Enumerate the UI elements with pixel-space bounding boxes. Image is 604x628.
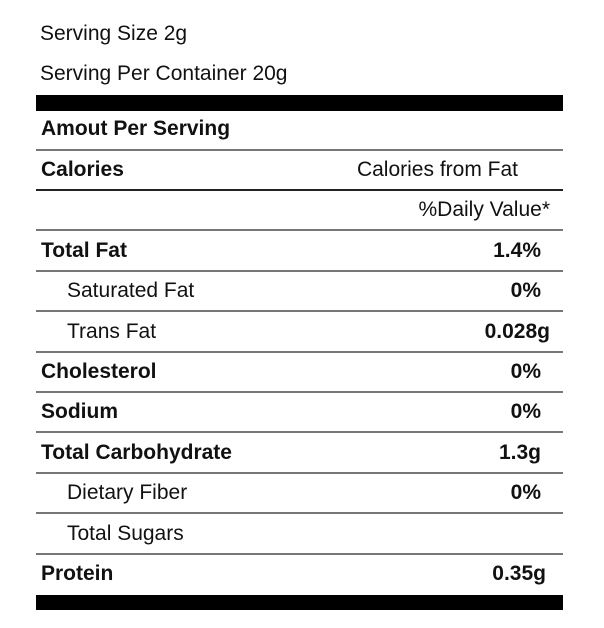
- nutrient-name: Total Sugars: [67, 522, 184, 545]
- nutrient-row-protein: Protein 0.35g: [36, 555, 563, 595]
- bottom-thick-divider: [36, 595, 563, 610]
- nutrient-value: 0%: [510, 481, 541, 504]
- nutrient-name: Protein: [41, 562, 114, 585]
- nutrient-name: Sodium: [41, 400, 118, 423]
- serving-size: Serving Size 2g: [40, 22, 188, 45]
- nutrient-value: 1.4%: [493, 239, 541, 262]
- nutrient-value: 1.3g: [498, 441, 541, 464]
- nutrient-name: Cholesterol: [41, 360, 157, 383]
- nutrient-row-total-sugars: Total Sugars: [36, 515, 563, 555]
- nutrient-row-saturated-fat: Saturated Fat 0%: [36, 272, 563, 312]
- nutrient-value: 0.028g: [484, 320, 550, 343]
- nutrient-name: Saturated Fat: [67, 279, 195, 302]
- daily-value-label: %Daily Value*: [418, 198, 550, 221]
- nutrient-name: Dietary Fiber: [67, 481, 188, 504]
- nutrient-row-sodium: Sodium 0%: [36, 393, 563, 433]
- calories-from-fat-label: Calories from Fat: [356, 158, 518, 181]
- nutrient-name: Trans Fat: [67, 320, 157, 343]
- nutrient-value: 0%: [510, 400, 541, 423]
- nutrient-row-total-carbohydrate: Total Carbohydrate 1.3g: [36, 434, 563, 474]
- amount-per-serving-row: Amout Per Serving: [36, 111, 563, 151]
- nutrient-row-total-fat: Total Fat 1.4%: [36, 232, 563, 272]
- top-thick-divider: [36, 95, 563, 111]
- nutrient-name: Total Carbohydrate: [41, 441, 232, 464]
- amount-per-serving-label: Amout Per Serving: [41, 117, 231, 140]
- daily-value-row: %Daily Value*: [36, 191, 563, 231]
- nutrient-name: Total Fat: [41, 239, 127, 262]
- calories-row: Calories Calories from Fat: [36, 151, 563, 191]
- servings-per-container: Serving Per Container 20g: [40, 62, 288, 85]
- calories-label: Calories: [41, 158, 124, 181]
- nutrient-value: 0%: [510, 360, 541, 383]
- nutrient-row-cholesterol: Cholesterol 0%: [36, 353, 563, 393]
- nutrient-value: 0.35g: [492, 562, 546, 585]
- nutrient-value: 0%: [510, 279, 541, 302]
- nutrient-row-dietary-fiber: Dietary Fiber 0%: [36, 474, 563, 514]
- nutrient-row-trans-fat: Trans Fat 0.028g: [36, 313, 563, 353]
